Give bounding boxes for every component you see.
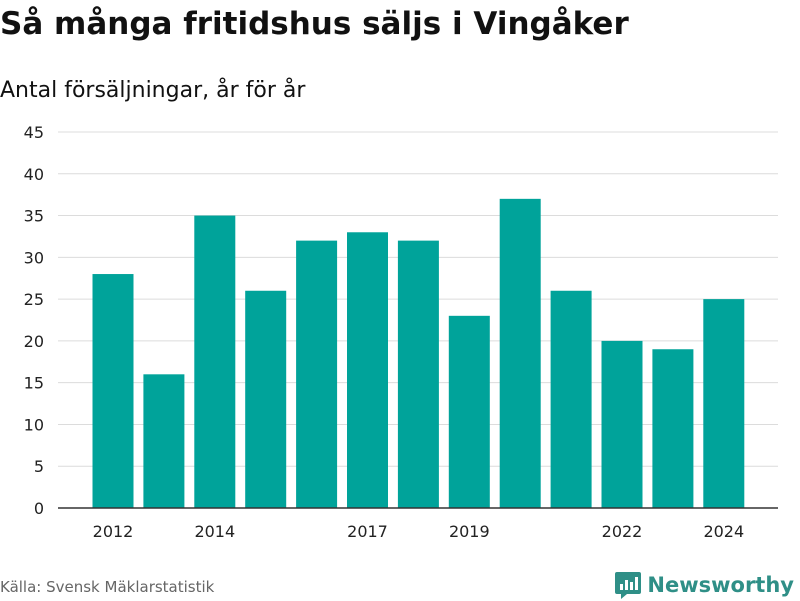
- bar-2019: [448, 315, 490, 508]
- bar-2018: [397, 240, 439, 508]
- brand-name: Newsworthy: [647, 573, 794, 597]
- bar-2016: [296, 240, 338, 508]
- bar-2022: [601, 340, 643, 508]
- y-tick-label: 35: [24, 207, 44, 226]
- y-tick-label: 40: [24, 165, 44, 184]
- x-axis-ticks: 2012 2014 2017 2019 2022 2024: [93, 522, 745, 541]
- source-note: Källa: Svensk Mäklarstatistik: [0, 578, 215, 596]
- x-tick-label: 2014: [194, 522, 235, 541]
- bar-2020: [499, 198, 541, 508]
- y-tick-label: 10: [24, 415, 44, 434]
- bar-2012: [92, 274, 134, 508]
- y-axis-ticks: 0 5 10 15 20 25 30 35 40 45: [24, 123, 44, 518]
- bar-2013: [143, 374, 185, 508]
- newsworthy-logo-icon: [615, 572, 642, 599]
- x-tick-label: 2017: [347, 522, 388, 541]
- x-tick-label: 2019: [449, 522, 490, 541]
- y-tick-label: 15: [24, 374, 44, 393]
- bars: [92, 198, 745, 509]
- chart-title: Så många fritidshus säljs i Vingåker: [0, 6, 629, 42]
- y-tick-label: 45: [24, 123, 44, 142]
- y-tick-label: 25: [24, 290, 44, 309]
- y-tick-label: 5: [34, 457, 44, 476]
- y-tick-label: 20: [24, 332, 44, 351]
- x-tick-label: 2012: [93, 522, 134, 541]
- x-tick-label: 2022: [602, 522, 643, 541]
- bar-2021: [550, 290, 592, 508]
- chart-subtitle: Antal försäljningar, år för år: [0, 78, 306, 103]
- y-tick-label: 30: [24, 248, 44, 267]
- bar-2017: [347, 232, 388, 508]
- x-tick-label: 2024: [703, 522, 744, 541]
- bar-2023: [652, 349, 694, 508]
- bar-2014: [194, 215, 236, 509]
- brand-logo: Newsworthy: [615, 569, 794, 601]
- bar-2024: [703, 299, 745, 508]
- y-tick-label: 0: [34, 499, 44, 518]
- bar-2015: [245, 290, 287, 508]
